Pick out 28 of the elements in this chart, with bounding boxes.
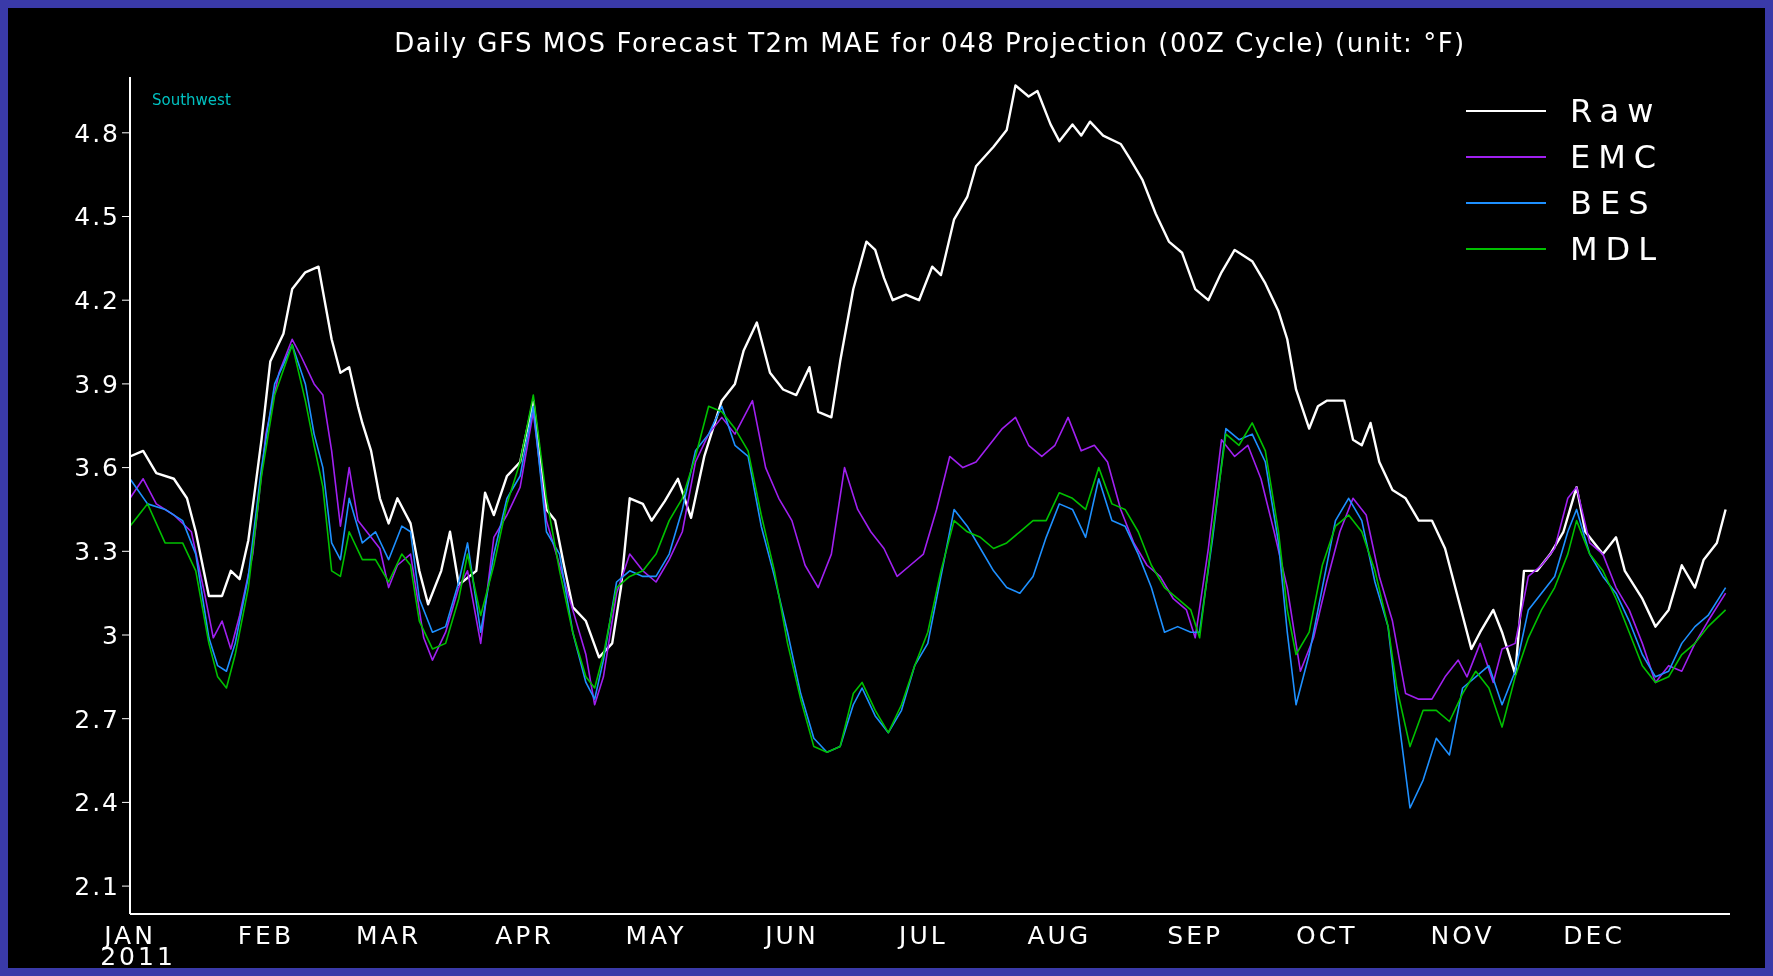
x-tick-label: JAN 2011 (100, 921, 176, 971)
y-tick-label: 2.7 (74, 704, 120, 734)
legend-label: BES (1570, 184, 1658, 222)
x-tick-label: JUN (763, 921, 819, 950)
y-tick-label: 3.9 (74, 369, 120, 399)
x-tick-label: FEB (237, 921, 295, 950)
chart-title: Daily GFS MOS Forecast T2m MAE for 048 Projection (00Z Cycle) (unit: °F) (393, 28, 1467, 58)
annotation: Southwest (152, 91, 231, 109)
x-tick-label: OCT (1296, 921, 1358, 950)
x-tick-label: APR (495, 921, 554, 950)
x-tick-label: MAY (625, 921, 687, 950)
y-tick-label: 3.6 (74, 453, 120, 483)
y-tick-label: 2.4 (74, 788, 120, 818)
x-tick-label: AUG (1027, 921, 1092, 950)
x-tick-label: SEP (1167, 921, 1224, 950)
y-tick-label: 4.8 (74, 118, 120, 148)
legend-label: MDL (1570, 230, 1666, 268)
legend-label: Raw (1570, 92, 1663, 130)
x-tick-label: MAR (356, 921, 422, 950)
legend-label: EMC (1570, 138, 1666, 176)
x-tick-label: NOV (1430, 921, 1495, 950)
y-tick-label: 4.2 (74, 286, 120, 316)
y-tick-label: 4.5 (74, 202, 120, 232)
x-tick-label: DEC (1563, 921, 1625, 950)
y-tick-label: 3.3 (74, 537, 120, 567)
y-tick-label: 3 (102, 620, 120, 650)
x-tick-label: JUL (897, 921, 948, 950)
y-tick-label: 2.1 (74, 871, 120, 901)
